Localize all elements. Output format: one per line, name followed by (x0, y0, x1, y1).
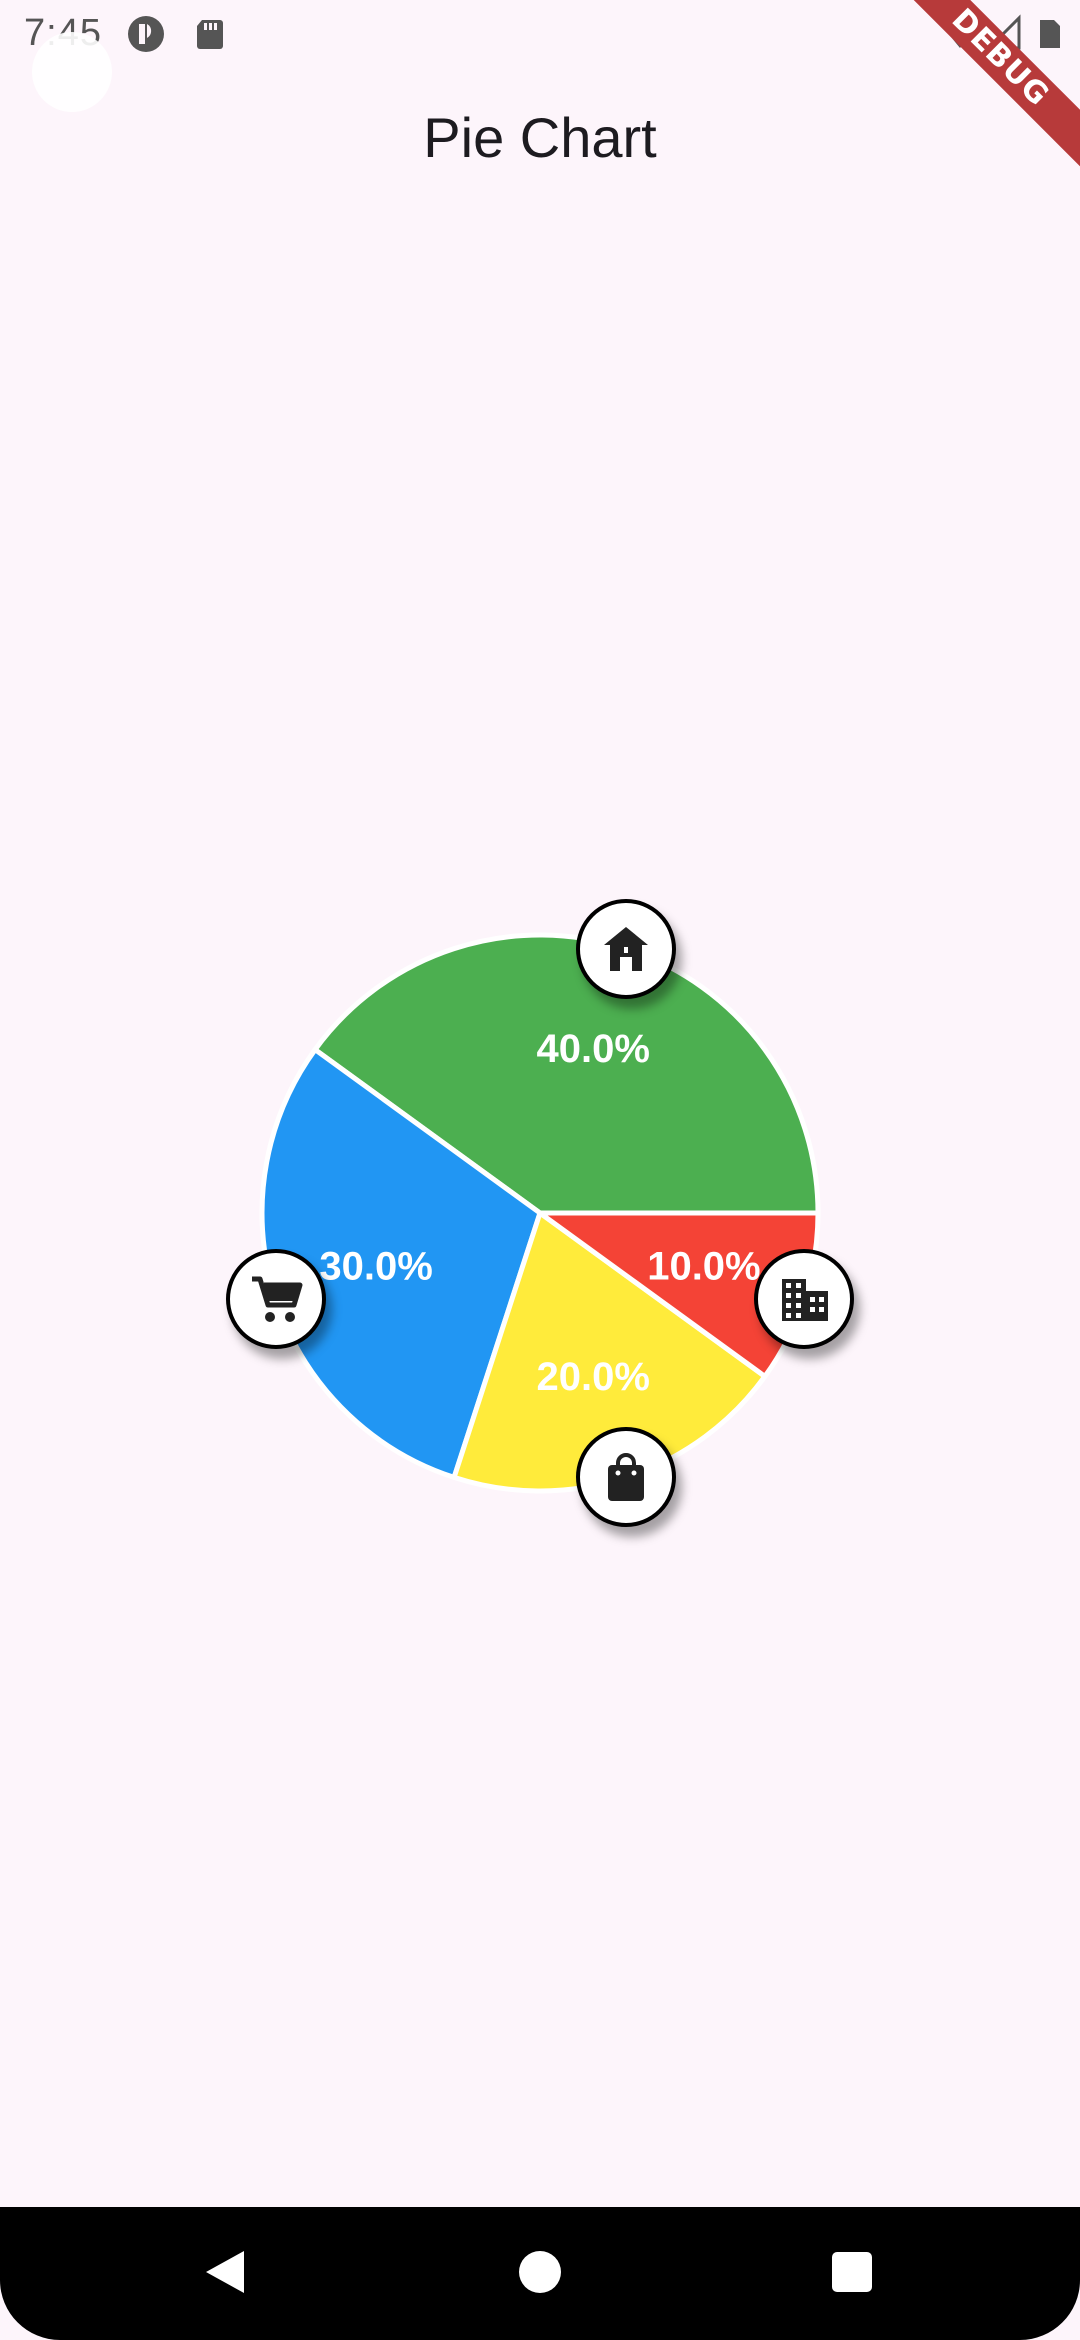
slice-label-1: 30.0% (319, 1244, 432, 1288)
touch-indicator (32, 32, 112, 112)
back-icon[interactable] (200, 2247, 250, 2297)
slice-label-3: 10.0% (647, 1244, 760, 1288)
slice-badge-3 (754, 1248, 855, 1349)
battery-icon (1040, 20, 1060, 48)
notification-app-icon (128, 16, 164, 52)
sd-card-icon (197, 20, 223, 49)
slice-badge-1 (225, 1248, 326, 1349)
recents-icon[interactable] (830, 2247, 874, 2297)
slice-badge-2 (575, 1427, 676, 1528)
shopping-cart-icon (251, 1276, 303, 1322)
home-icon (603, 926, 648, 971)
slice-label-0: 40.0% (537, 1027, 650, 1071)
business-icon (782, 1278, 829, 1321)
slice-badge-0 (575, 898, 676, 999)
page-title: Pie Chart (423, 106, 657, 169)
slice-label-2: 20.0% (537, 1355, 650, 1399)
home-circle-icon[interactable] (518, 2247, 562, 2297)
shopping-bag-icon (607, 1453, 644, 1502)
navigation-bar (0, 2207, 1080, 2340)
pie-chart: 40.0% 30.0% 20.0% 10.0% (262, 935, 818, 1491)
